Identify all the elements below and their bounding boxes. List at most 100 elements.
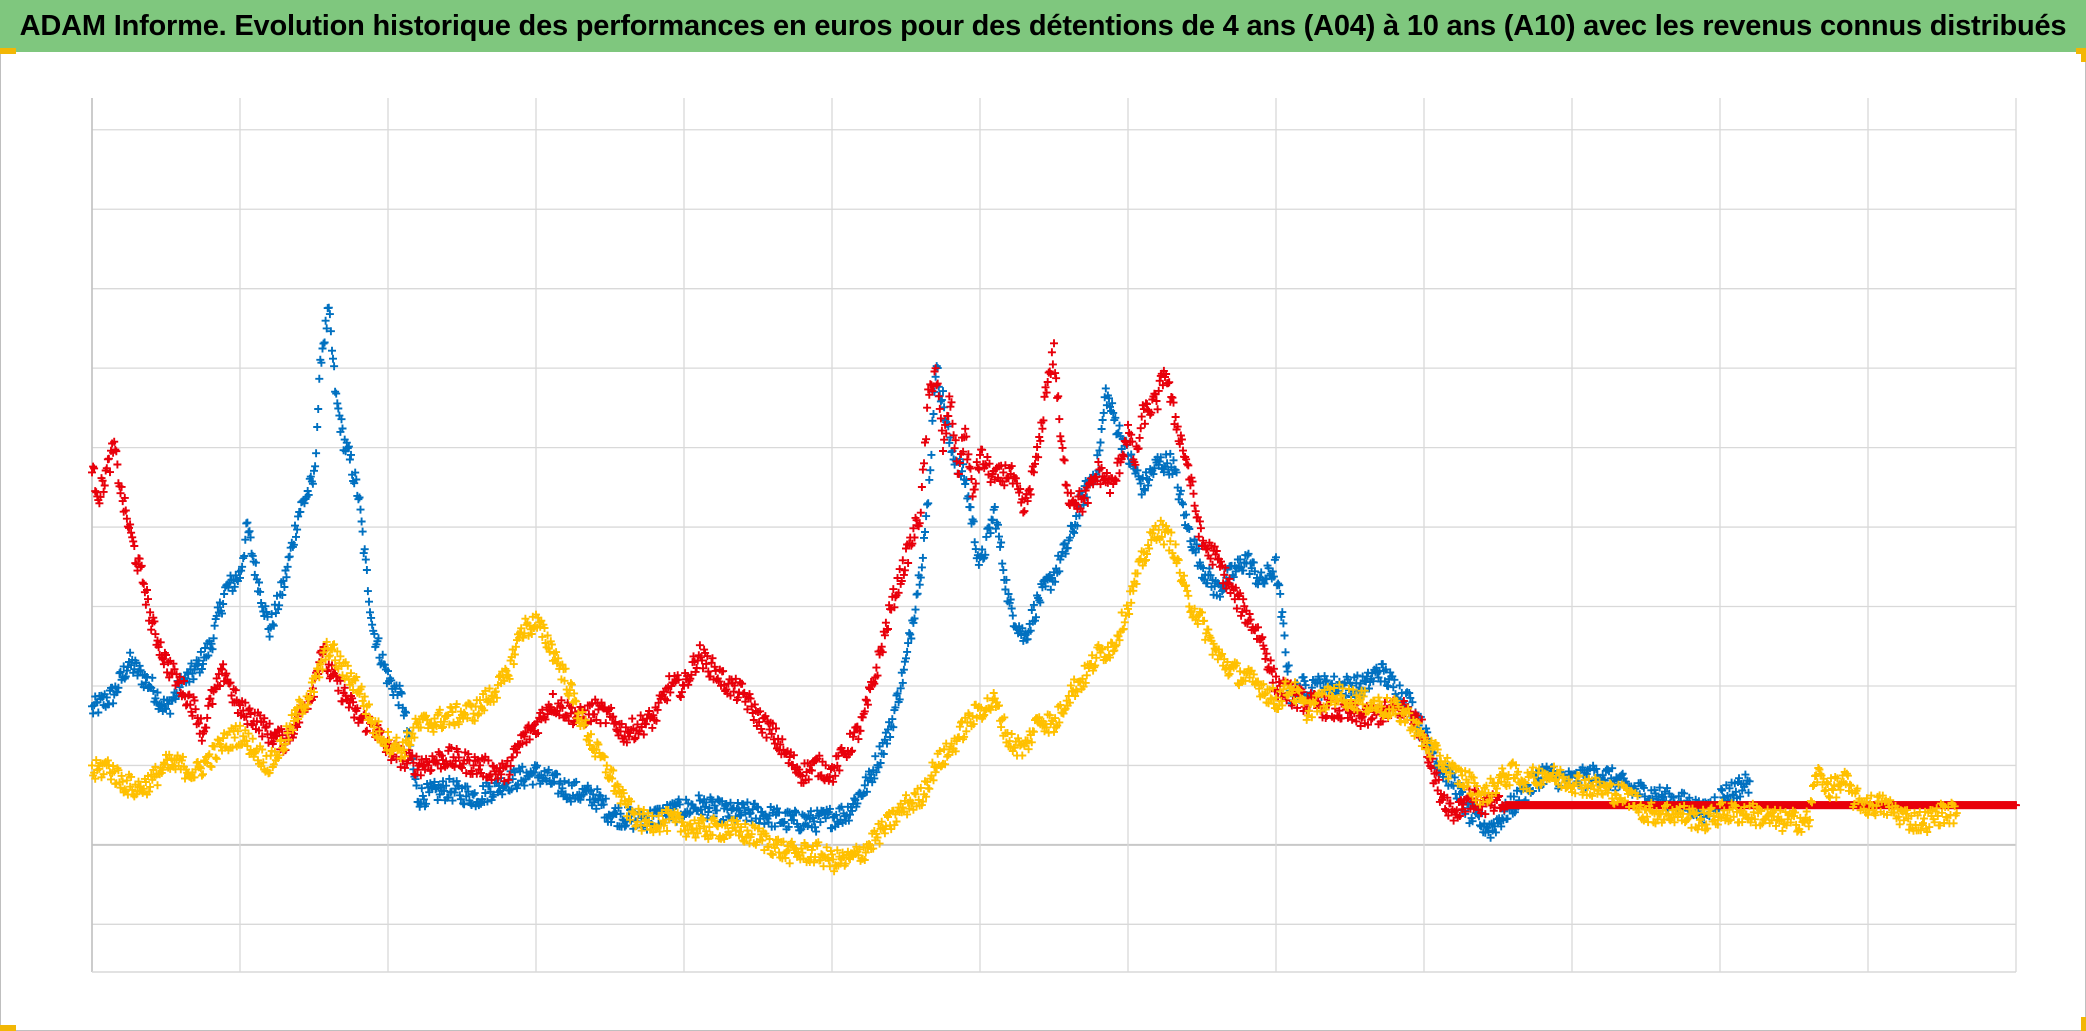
data-point bbox=[1680, 789, 1689, 798]
data-point bbox=[1432, 768, 1441, 777]
data-point bbox=[113, 688, 122, 696]
data-point bbox=[348, 694, 357, 703]
data-point bbox=[227, 691, 236, 700]
data-point bbox=[592, 804, 601, 813]
data-point bbox=[384, 667, 392, 676]
data-point bbox=[1741, 770, 1750, 779]
data-point bbox=[1744, 788, 1753, 797]
data-point bbox=[261, 723, 270, 732]
data-point bbox=[413, 765, 422, 774]
data-point bbox=[1159, 468, 1168, 477]
data-point bbox=[607, 703, 616, 712]
data-point bbox=[214, 670, 223, 679]
data-point bbox=[505, 770, 514, 779]
data-point bbox=[244, 528, 253, 537]
data-point bbox=[122, 514, 131, 523]
data-point bbox=[1001, 585, 1010, 594]
data-point bbox=[848, 806, 857, 815]
data-point bbox=[1236, 555, 1245, 564]
data-point bbox=[720, 680, 729, 689]
series-0 bbox=[88, 303, 1754, 842]
data-point bbox=[143, 586, 151, 594]
data-point bbox=[326, 327, 335, 336]
data-point bbox=[197, 736, 206, 745]
data-point bbox=[296, 507, 305, 516]
data-point bbox=[674, 675, 683, 684]
data-point bbox=[1155, 376, 1164, 385]
data-point bbox=[696, 805, 705, 814]
data-point bbox=[264, 738, 273, 747]
data-point bbox=[1140, 486, 1149, 495]
data-point bbox=[1008, 611, 1017, 620]
data-point bbox=[303, 487, 312, 495]
data-point bbox=[677, 688, 686, 697]
data-point bbox=[332, 389, 341, 398]
data-point bbox=[384, 727, 392, 736]
data-point bbox=[120, 493, 129, 502]
data-point bbox=[970, 485, 979, 494]
data-point bbox=[1105, 394, 1113, 403]
data-point bbox=[712, 806, 721, 815]
data-point bbox=[1399, 697, 1408, 705]
data-point bbox=[1040, 392, 1049, 401]
data-point bbox=[185, 690, 194, 699]
data-point bbox=[876, 759, 885, 767]
data-point bbox=[1027, 606, 1036, 614]
data-point bbox=[1279, 619, 1288, 628]
data-point bbox=[1025, 485, 1034, 494]
data-point bbox=[1127, 450, 1136, 459]
data-point bbox=[1316, 679, 1325, 688]
data-point bbox=[825, 804, 834, 813]
data-point bbox=[754, 803, 762, 812]
data-point bbox=[1007, 604, 1016, 613]
data-point bbox=[1153, 405, 1162, 414]
data-point bbox=[1328, 679, 1336, 688]
data-point bbox=[208, 700, 217, 708]
data-point bbox=[138, 578, 147, 587]
data-point bbox=[768, 719, 777, 728]
data-point bbox=[798, 772, 807, 780]
corner-mark-top-left bbox=[0, 48, 16, 54]
data-point bbox=[370, 629, 379, 638]
data-point bbox=[611, 718, 620, 726]
data-point bbox=[576, 795, 585, 804]
data-point bbox=[923, 500, 932, 509]
data-point bbox=[347, 450, 355, 459]
data-point bbox=[825, 773, 834, 782]
data-point bbox=[921, 528, 929, 536]
data-point bbox=[918, 465, 927, 474]
data-point bbox=[1188, 477, 1197, 486]
data-point bbox=[948, 419, 957, 428]
data-point bbox=[1179, 446, 1187, 455]
data-point bbox=[513, 784, 521, 793]
data-point bbox=[154, 643, 163, 652]
data-point bbox=[927, 450, 936, 459]
data-point bbox=[1503, 814, 1512, 823]
data-point bbox=[1356, 679, 1365, 688]
data-point bbox=[636, 711, 645, 720]
data-point bbox=[704, 667, 713, 676]
data-point bbox=[126, 648, 135, 657]
data-point bbox=[98, 476, 107, 485]
data-point bbox=[1023, 635, 1032, 644]
data-point bbox=[967, 475, 976, 483]
data-point bbox=[1369, 677, 1378, 686]
data-point bbox=[597, 698, 606, 707]
data-point bbox=[1461, 807, 1470, 816]
data-point bbox=[982, 532, 991, 541]
data-point bbox=[362, 566, 371, 574]
data-point bbox=[997, 538, 1006, 547]
data-point bbox=[1395, 681, 1404, 690]
data-point bbox=[770, 822, 779, 831]
data-point bbox=[699, 664, 707, 673]
data-point bbox=[1735, 774, 1743, 783]
data-point bbox=[881, 618, 890, 627]
data-point bbox=[616, 809, 625, 818]
data-point bbox=[510, 768, 519, 777]
data-point bbox=[1384, 682, 1393, 691]
data-point bbox=[978, 545, 987, 554]
data-point bbox=[314, 405, 323, 413]
data-point bbox=[1249, 558, 1258, 567]
title-bar: ADAM Informe. Evolution historique des p… bbox=[0, 0, 2086, 52]
